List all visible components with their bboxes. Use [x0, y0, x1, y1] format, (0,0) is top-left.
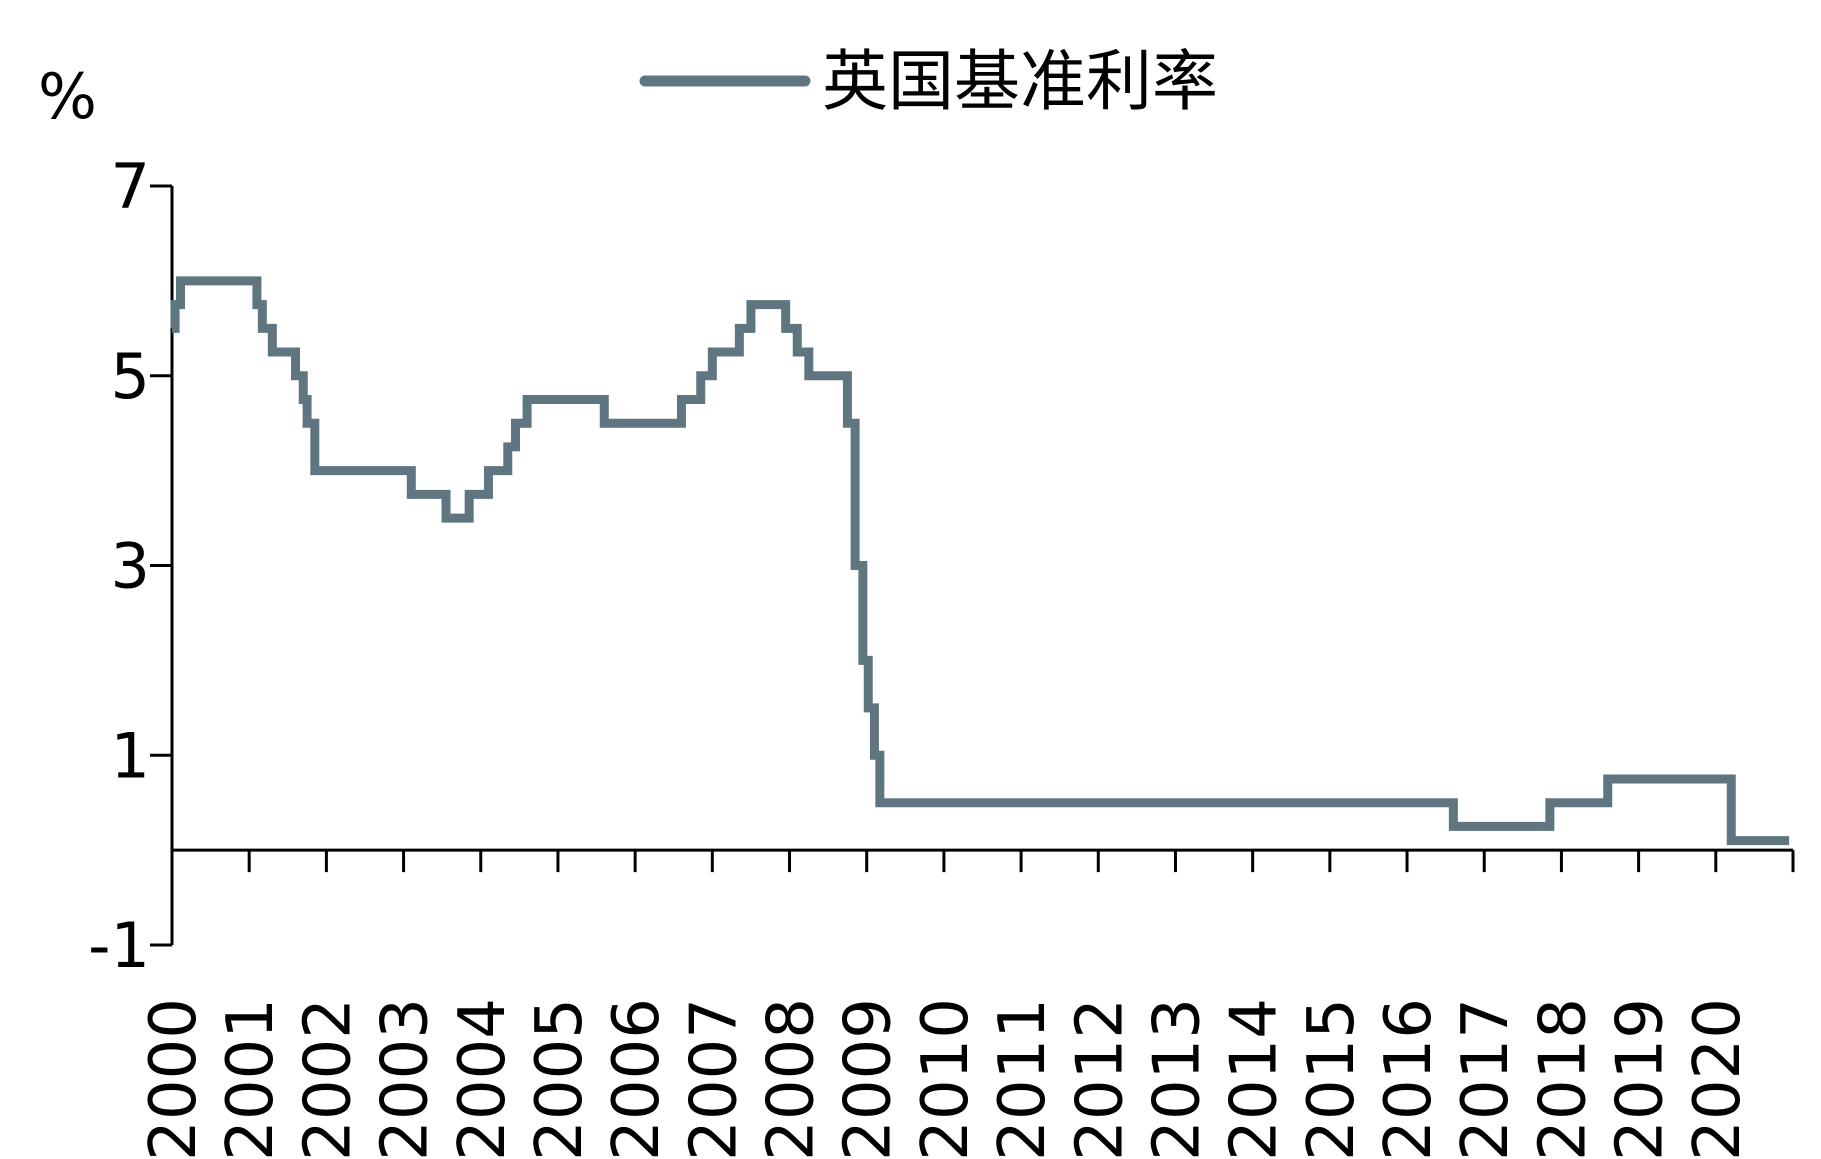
- x-tick-label: 2020: [1681, 998, 1755, 1159]
- line-series: [170, 276, 1790, 846]
- x-tick-label: 2004: [446, 998, 520, 1159]
- y-tick-label: 7: [111, 150, 150, 223]
- y-tick-label: 3: [111, 530, 150, 603]
- x-tick-label: 2015: [1295, 998, 1369, 1159]
- x-tick-label: 2018: [1526, 998, 1600, 1159]
- x-tick-label: 2000: [137, 998, 211, 1159]
- x-tick-label: 2014: [1218, 998, 1292, 1159]
- x-tick-label: 2019: [1604, 998, 1678, 1159]
- y-tick-label: -1: [88, 909, 150, 982]
- legend-label: 英国基准利率: [822, 43, 1218, 120]
- y-tick-label: 1: [111, 719, 150, 792]
- x-tick-label: 2007: [677, 998, 751, 1159]
- y-tick-label: 5: [111, 340, 150, 413]
- x-tick-label: 2012: [1063, 998, 1137, 1159]
- x-tick-label: 2016: [1372, 998, 1446, 1159]
- x-tick-label: 2010: [909, 998, 983, 1159]
- x-tick-label: 2001: [214, 998, 288, 1159]
- y-unit: %: [38, 60, 97, 133]
- x-tick-label: 2009: [832, 998, 906, 1159]
- x-tick-label: 2011: [986, 998, 1060, 1159]
- x-tick-label: 2013: [1140, 998, 1214, 1159]
- x-tick-label: 2008: [755, 998, 829, 1159]
- x-tick-label: 2005: [523, 998, 597, 1159]
- x-tick-label: 2003: [369, 998, 443, 1159]
- x-tick-label: 2017: [1449, 998, 1523, 1159]
- x-tick-label: 2006: [600, 998, 674, 1159]
- x-tick-label: 2002: [291, 998, 365, 1159]
